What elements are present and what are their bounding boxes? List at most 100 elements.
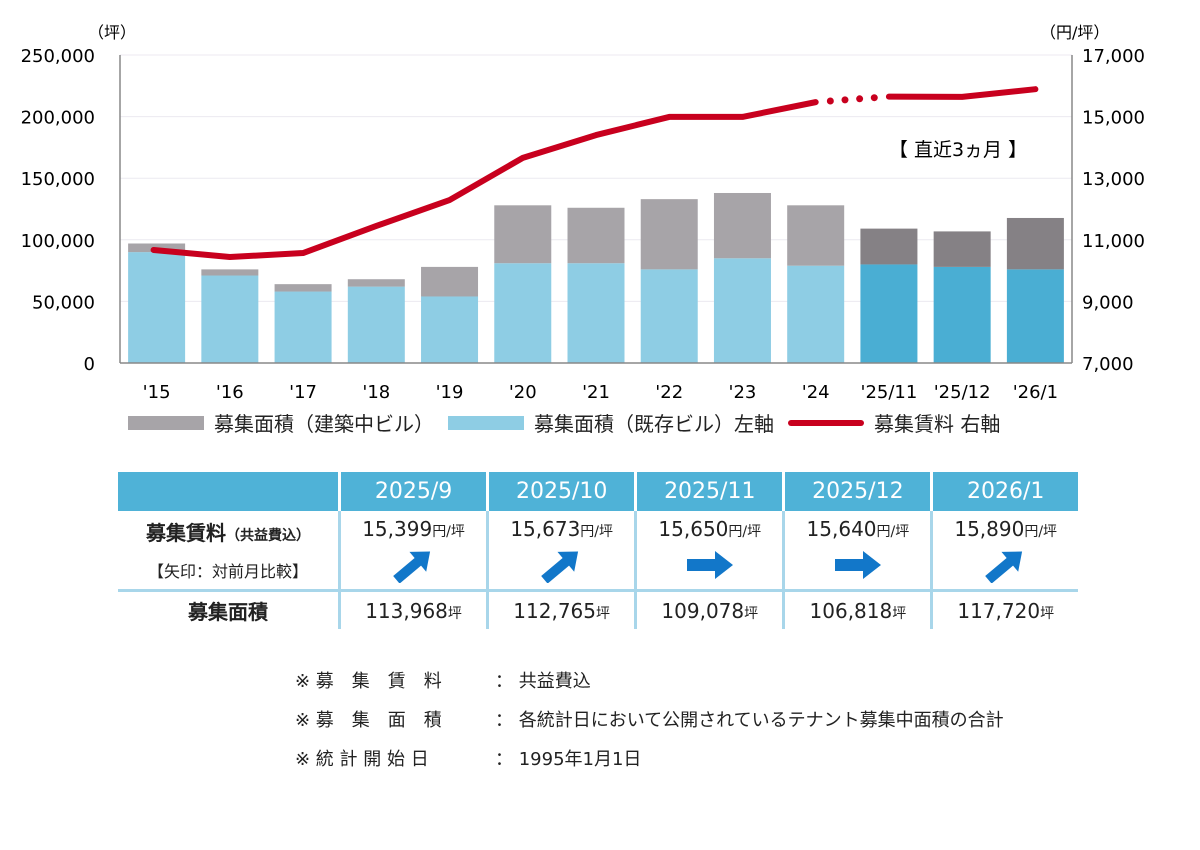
rent-dotted-point bbox=[826, 97, 834, 105]
table-header-row: 2025/9 2025/10 2025/11 2025/12 2026/1 bbox=[118, 472, 1078, 511]
rent-dotted-point bbox=[870, 94, 878, 102]
arrow-right-icon bbox=[834, 551, 881, 579]
arrow-right-icon bbox=[686, 551, 733, 579]
rent-number: 15,640 bbox=[806, 517, 877, 541]
legend-swatch bbox=[128, 415, 204, 430]
table-row-area: 募集面積 113,968坪 112,765坪 109,078坪 106,818坪… bbox=[118, 589, 1078, 629]
table-row-rent: 募集賃料（共益費込） 【矢印：対前月比較】 15,399円/坪 15,673円/… bbox=[118, 511, 1078, 591]
legend: 募集面積（建築中ビル） 募集面積（既存ビル）左軸 募集賃料 右軸 bbox=[128, 408, 1014, 437]
bar-existing bbox=[567, 263, 625, 363]
rent-row-label: 募集賃料（共益費込） 【矢印：対前月比較】 bbox=[118, 511, 340, 591]
table-header-month: 2026/1 bbox=[930, 472, 1078, 511]
note-key: ※ 募 集 賃 料 bbox=[295, 671, 442, 692]
bar-existing bbox=[713, 258, 771, 363]
x-tick-label: '21 bbox=[582, 382, 610, 400]
bar-existing bbox=[860, 264, 918, 363]
rent-number: 15,650 bbox=[658, 517, 729, 541]
arrow-up-right-icon bbox=[392, 551, 430, 583]
rent-unit: 円/坪 bbox=[876, 524, 910, 540]
bar-construction bbox=[713, 192, 771, 259]
rent-value: 15,673円/坪 bbox=[489, 517, 634, 541]
area-number: 112,765 bbox=[513, 598, 597, 623]
legend-item-existing: 募集面積（既存ビル）左軸 bbox=[448, 408, 774, 437]
bar-construction bbox=[567, 207, 625, 264]
area-unit: 坪 bbox=[447, 605, 462, 622]
bar-existing bbox=[640, 269, 698, 363]
right-tick-label: 15,000 bbox=[1082, 108, 1145, 129]
area-number: 109,078 bbox=[661, 598, 745, 623]
note-key: ※ 募 集 面 積 bbox=[295, 710, 442, 731]
bar-construction bbox=[933, 231, 991, 267]
note-value: ： 共益費込 bbox=[495, 671, 591, 692]
summary-table: 2025/9 2025/10 2025/11 2025/12 2026/1 募集… bbox=[118, 472, 1078, 629]
legend-swatch bbox=[788, 419, 864, 426]
x-tick-label: '25/11 bbox=[861, 382, 918, 400]
note-line: ※ 募 集 面 積 ： 各統計日において公開されているテナント募集中面積の合計 bbox=[295, 701, 1004, 740]
bar-existing bbox=[421, 296, 479, 363]
rent-dotted-point bbox=[841, 96, 849, 104]
left-tick-label: 200,000 bbox=[21, 108, 95, 129]
arrow-up-right-icon bbox=[984, 551, 1022, 583]
notes: ※ 募 集 賃 料 ： 共益費込 ※ 募 集 面 積 ： 各統計日において公開されて… bbox=[295, 662, 1004, 779]
bar-existing bbox=[1006, 269, 1064, 363]
area-cell: 117,720坪 bbox=[930, 589, 1078, 629]
area-cell: 112,765坪 bbox=[486, 589, 636, 629]
legend-item-rent: 募集賃料 右軸 bbox=[788, 408, 1000, 437]
rent-cell: 15,673円/坪 bbox=[486, 511, 636, 591]
right-tick-label: 13,000 bbox=[1082, 169, 1145, 190]
x-tick-label: '20 bbox=[509, 382, 537, 400]
x-tick-label: '19 bbox=[436, 382, 464, 400]
legend-swatch bbox=[448, 415, 524, 430]
note-line: ※ 統 計 開 始 日 ： 1995年1月1日 bbox=[295, 740, 1004, 779]
bar-existing bbox=[933, 266, 991, 363]
right-tick-label: 9,000 bbox=[1082, 292, 1134, 313]
rent-value: 15,640円/坪 bbox=[785, 517, 930, 541]
rent-cell: 15,650円/坪 bbox=[634, 511, 784, 591]
area-number: 113,968 bbox=[365, 598, 448, 623]
area-unit: 坪 bbox=[596, 605, 611, 622]
bar-existing bbox=[494, 263, 552, 363]
x-tick-label: '15 bbox=[143, 382, 171, 400]
combo-chart: 0 50,000 100,000 150,000 200,000 250,000 7,000… bbox=[21, 23, 1145, 400]
rent-label-sub: （共益費込） bbox=[226, 528, 310, 544]
bar-existing bbox=[274, 291, 332, 363]
x-tick-label: '22 bbox=[655, 382, 683, 400]
bar-existing bbox=[787, 265, 845, 363]
bar-construction bbox=[347, 279, 405, 287]
area-unit: 坪 bbox=[1040, 605, 1055, 622]
left-axis-unit: （坪） bbox=[88, 23, 136, 42]
note-value: ： 1995年1月1日 bbox=[495, 749, 642, 770]
area-cell: 113,968坪 bbox=[337, 589, 488, 629]
legend-label: 募集面積（既存ビル）左軸 bbox=[534, 412, 774, 436]
x-tick-label: '16 bbox=[216, 382, 244, 400]
legend-label: 募集面積（建築中ビル） bbox=[214, 412, 434, 436]
area-row-label: 募集面積 bbox=[118, 589, 340, 629]
rent-cell: 15,890円/坪 bbox=[930, 511, 1078, 591]
rent-dotted-point bbox=[856, 95, 864, 103]
bar-construction bbox=[1006, 217, 1064, 270]
rent-label: 募集賃料 bbox=[146, 521, 226, 545]
bar-construction bbox=[274, 284, 332, 292]
rent-value: 15,890円/坪 bbox=[933, 517, 1078, 541]
x-tick-label: '26/1 bbox=[1013, 382, 1058, 400]
bar-existing bbox=[347, 286, 405, 363]
bar-existing bbox=[201, 275, 259, 363]
bar-construction bbox=[640, 199, 698, 270]
rent-number: 15,399 bbox=[362, 517, 433, 541]
note-key: ※ 統 計 開 始 日 bbox=[295, 749, 429, 770]
area-cell: 106,818坪 bbox=[782, 589, 932, 629]
x-tick-label: '24 bbox=[802, 382, 830, 400]
x-tick-label: '23 bbox=[729, 382, 757, 400]
legend-label: 募集賃料 右軸 bbox=[874, 412, 1001, 436]
area-unit: 坪 bbox=[892, 605, 907, 622]
bar-construction bbox=[201, 269, 259, 276]
left-tick-label: 50,000 bbox=[32, 292, 95, 313]
rent-value: 15,650円/坪 bbox=[637, 517, 782, 541]
table-header-month: 2025/11 bbox=[634, 472, 784, 511]
bar-existing bbox=[128, 252, 186, 363]
bar-construction bbox=[494, 205, 552, 264]
right-axis-unit: （円/坪） bbox=[1040, 23, 1109, 42]
rent-unit: 円/坪 bbox=[580, 524, 614, 540]
note-value: ： 各統計日において公開されているテナント募集中面積の合計 bbox=[495, 710, 1004, 731]
rent-value: 15,399円/坪 bbox=[341, 517, 486, 541]
